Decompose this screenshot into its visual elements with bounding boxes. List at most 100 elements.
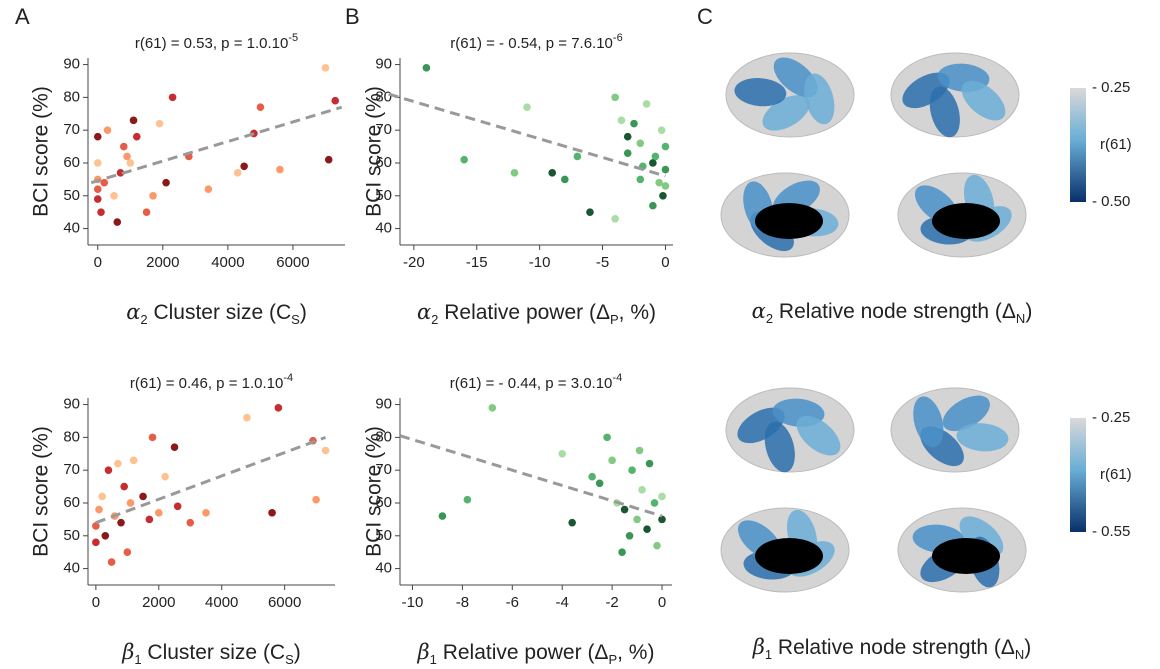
data-point [645,459,654,468]
data-point [623,132,632,141]
data-point [142,208,151,216]
x-tick-label: 2000 [146,254,179,271]
data-point [510,169,519,177]
y-axis-label: BCI score (%) [363,426,386,557]
colorbar-tick-label: - 0.50 [1092,193,1130,210]
label-part: 2 [140,312,147,327]
colorbar [1070,88,1086,202]
label-part: 1 [134,652,141,667]
data-point [170,443,179,452]
data-point [661,165,670,174]
colorbar-tick-label: - 0.25 [1092,409,1130,426]
brain-medial-wall [755,203,823,239]
data-point [658,492,666,501]
chart-title: r(61) = - 0.54, p = 7.6.10-6 [450,32,622,52]
data-point [649,159,657,167]
data-point [168,93,177,102]
data-point [633,515,641,524]
label-part: Relative power (Δ [438,301,610,324]
x-tick-label: -6 [506,594,519,611]
data-point [104,466,113,474]
y-axis-label: BCI score (%) [30,86,53,217]
label-part: r(61) = - 0.44, p = 3.0.10 [450,375,613,392]
y-tick-label: 40 [63,220,80,237]
data-point [636,175,645,184]
chart-title: r(61) = 0.46, p = 1.0.10-4 [130,372,293,392]
data-point [204,185,213,194]
data-point [321,446,330,455]
data-point [120,482,128,491]
data-point [123,548,132,556]
data-point [100,178,109,187]
x-axis-label: α2 Relative power (ΔP, %) [417,300,656,327]
label-part: α [126,300,140,324]
data-point [149,191,157,200]
label-part: N [1015,647,1024,662]
data-point [97,208,105,216]
data-point [98,492,106,501]
y-tick-label: 50 [63,187,80,204]
data-point [651,152,660,161]
data-point [276,165,284,174]
y-tick-label: 50 [375,527,392,544]
data-point [636,139,645,148]
label-part: Relative node strength (Δ [773,300,1016,323]
data-point [240,162,248,171]
data-point [548,169,557,177]
label-part: β [752,635,765,659]
y-tick-label: 70 [375,461,392,478]
brain-region [942,395,990,432]
data-point [139,492,147,501]
data-point [92,522,100,530]
label-part: 2 [766,311,773,326]
data-point [93,159,102,167]
data-point [460,155,468,164]
panel-letter: B [345,4,360,29]
data-point [568,518,576,527]
label-part: 1 [430,652,437,667]
x-tick-label: -20 [403,254,425,271]
data-point [618,548,626,556]
label-part: N [1016,311,1025,326]
data-point [657,126,666,134]
x-tick-label: 6000 [276,254,309,271]
label-part: , %) [617,641,654,664]
data-point [173,502,182,511]
data-point [608,456,616,465]
brain-region [796,415,841,456]
data-point [126,159,135,167]
data-point [638,486,646,494]
brain-medial-wall [755,538,823,574]
x-tick-label: 0 [92,594,100,611]
x-tick-label: -2 [605,594,618,611]
x-tick-label: 4000 [211,254,244,271]
data-point [161,472,169,481]
data-point [650,499,659,507]
data-point [274,404,283,412]
brain-region [764,421,795,473]
label-part: α [752,299,766,323]
y-tick-label: 80 [375,88,392,105]
y-tick-label: 50 [63,527,80,544]
y-tick-label: 70 [375,121,392,138]
data-point [93,132,102,141]
label-part: , %) [619,301,656,324]
x-axis-label: α2 Cluster size (CS) [126,300,307,327]
data-point [324,155,333,164]
label-part: P [608,652,617,667]
x-tick-label: -15 [466,254,488,271]
brain-medial-wall [932,538,1000,574]
data-point [93,185,102,194]
data-point [588,472,596,481]
x-tick-label: -8 [456,594,469,611]
data-point [243,413,251,422]
data-point [113,218,122,226]
brain-region [956,423,1009,452]
label-part: ) [1024,636,1031,659]
y-tick-label: 40 [375,560,392,577]
x-tick-label: 0 [658,594,666,611]
y-tick-label: 90 [63,56,80,73]
panel-letter: A [15,4,30,29]
y-tick-label: 80 [63,88,80,105]
data-point [117,518,125,527]
